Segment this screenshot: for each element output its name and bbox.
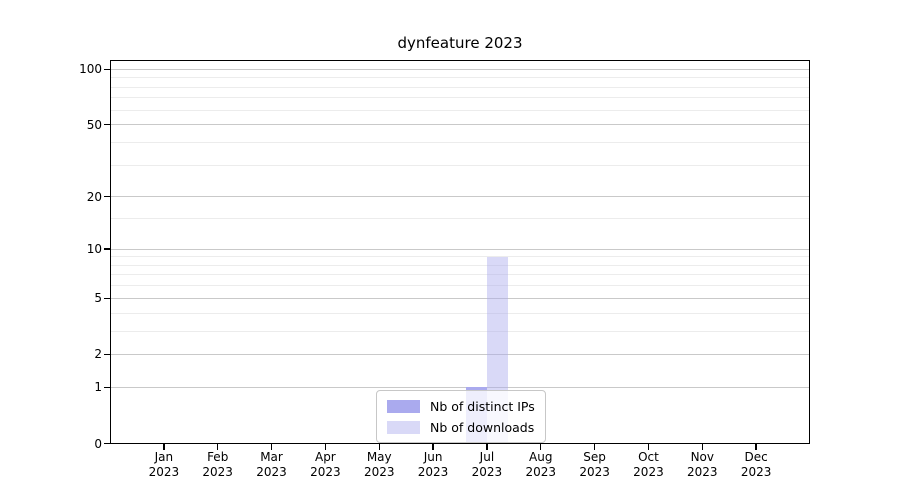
gridline-minor xyxy=(110,274,810,276)
x-tick-label: Sep 2023 xyxy=(579,449,610,480)
x-tick-mark xyxy=(270,443,273,450)
gridline-minor xyxy=(110,86,810,88)
x-tick-label: Jul 2023 xyxy=(471,449,503,480)
gridline-major xyxy=(110,68,810,70)
x-tick-mark xyxy=(163,443,165,450)
gridline-major xyxy=(110,196,810,198)
gridline-minor xyxy=(110,109,810,111)
x-tick-label: Jun 2023 xyxy=(417,449,449,480)
x-tick-label: Aug 2023 xyxy=(525,449,557,480)
gridline-minor xyxy=(110,330,810,332)
legend-item-downloads: Nb of downloads xyxy=(387,417,535,437)
x-tick-label: Feb 2023 xyxy=(202,449,233,480)
x-tick-mark xyxy=(701,443,703,450)
y-tick-label: 100 xyxy=(79,62,102,77)
gridline-major xyxy=(110,297,810,299)
x-tick-label: Mar 2023 xyxy=(256,449,287,480)
gridline-minor xyxy=(110,285,810,287)
x-tick-label: Dec 2023 xyxy=(740,449,772,480)
x-tick-mark xyxy=(216,443,219,450)
x-tick-label: Oct 2023 xyxy=(633,449,664,480)
gridline-minor xyxy=(110,97,810,99)
x-tick-label: Apr 2023 xyxy=(310,449,341,480)
y-tick-label: 1 xyxy=(94,380,102,395)
x-tick-label: Jan 2023 xyxy=(148,449,180,480)
gridline-minor xyxy=(110,264,810,266)
legend-item-distinct-ips: Nb of distinct IPs xyxy=(387,396,535,416)
x-tick-mark xyxy=(593,443,596,450)
y-tick-label: 20 xyxy=(86,189,102,204)
x-tick-mark xyxy=(432,443,434,450)
legend-swatch-distinct-ips xyxy=(387,399,420,413)
x-tick-mark xyxy=(540,443,542,450)
gridline-major xyxy=(110,353,810,355)
gridline-major xyxy=(110,124,810,126)
legend: Nb of distinct IPs Nb of downloads xyxy=(376,390,546,443)
plot-area xyxy=(110,60,810,444)
gridline-minor xyxy=(110,77,810,79)
chart-title: dynfeature 2023 xyxy=(397,34,523,52)
x-tick-mark xyxy=(378,443,380,450)
gridline-minor xyxy=(110,141,810,143)
legend-swatch-downloads xyxy=(387,420,420,434)
y-tick-label: 2 xyxy=(94,347,102,362)
y-tick-label: 5 xyxy=(94,291,102,306)
y-tick-label: 50 xyxy=(86,117,102,132)
y-tick-label: 0 xyxy=(94,436,102,451)
x-tick-mark xyxy=(647,443,650,450)
gridline-minor xyxy=(110,218,810,220)
x-tick-mark xyxy=(486,443,488,450)
gridline-minor xyxy=(110,312,810,314)
legend-label-distinct-ips: Nb of distinct IPs xyxy=(430,398,535,414)
x-tick-mark xyxy=(755,443,757,450)
gridline-major xyxy=(110,386,810,388)
legend-label-downloads: Nb of downloads xyxy=(430,419,535,435)
x-tick-label: May 2023 xyxy=(363,449,395,480)
x-tick-label: Nov 2023 xyxy=(687,449,718,480)
gridline-major xyxy=(110,248,810,250)
y-tick-label: 10 xyxy=(86,242,102,257)
x-tick-mark xyxy=(324,443,327,450)
gridline-minor xyxy=(110,164,810,166)
gridline-minor xyxy=(110,256,810,258)
